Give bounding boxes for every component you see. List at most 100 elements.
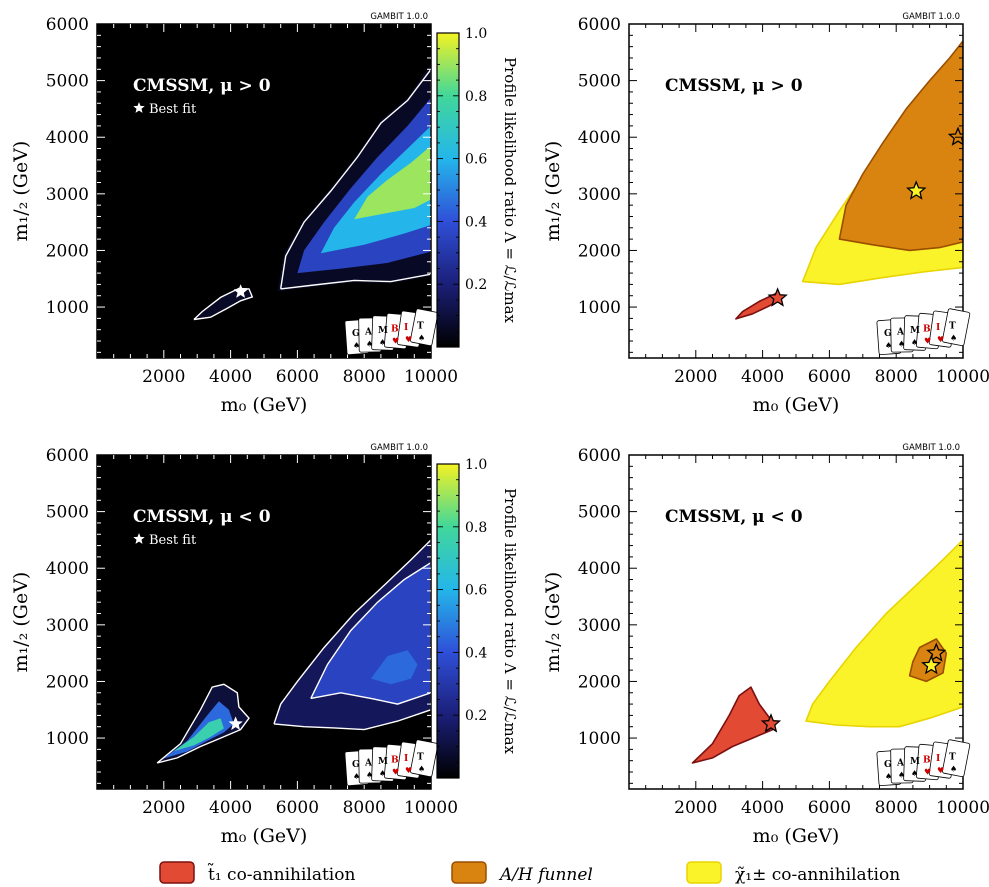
likelihood-region	[370, 650, 418, 685]
y-tick-label: 6000	[46, 15, 89, 35]
gambit-logo: G ♠ A ♠ M ♠ B ♥ I ♥ T ♠	[876, 739, 971, 786]
y-tick-label: 2000	[46, 241, 89, 261]
logo-suit: ♠	[911, 338, 918, 347]
x-axis-label: m₀ (GeV)	[221, 394, 308, 416]
best-fit-star	[233, 284, 248, 298]
x-axis-label: m₀ (GeV)	[221, 825, 308, 847]
legend-swatch-funnel	[451, 861, 487, 884]
plot-area	[193, 63, 431, 321]
y-tick-label: 1000	[578, 298, 621, 318]
logo-letter: A	[896, 759, 905, 769]
logo-suit: ♥	[924, 768, 931, 777]
best-fit-legend-label: Best fit	[149, 102, 197, 117]
logo-suit: ♥	[392, 768, 399, 777]
best-fit-legend-star	[133, 102, 145, 113]
legend-item-chargino: χ̃₁± co-annihilation	[686, 861, 900, 885]
x-tick-label: 10000	[936, 798, 989, 818]
model-annotation: CMSSM, μ > 0	[133, 76, 271, 96]
y-axis-label: m₁/₂ (GeV)	[542, 572, 564, 673]
x-axis-label: m₀ (GeV)	[753, 825, 840, 847]
colorbar-gradient	[436, 463, 460, 779]
y-tick-label: 2000	[46, 672, 89, 692]
logo-letter: B	[923, 325, 931, 335]
logo-letter: A	[364, 759, 373, 769]
logo-letter: T	[417, 322, 424, 332]
y-tick-label: 6000	[578, 15, 621, 35]
colorbar-tick-label: 1.0	[465, 457, 487, 473]
colorbar-tick-label: 0.6	[465, 583, 487, 599]
x-tick-label: 2000	[142, 367, 185, 387]
x-tick-label: 6000	[808, 798, 851, 818]
logo-card	[410, 739, 439, 778]
gambit-logo: G ♠ A ♠ M ♠ B ♥ I ♥ T ♠	[344, 308, 439, 355]
y-tick-label: 5000	[578, 503, 621, 523]
best-fit-star	[947, 126, 963, 146]
best-fit-star	[906, 180, 927, 200]
legend-swatch-stop	[159, 861, 195, 884]
logo-suit: ♠	[379, 769, 386, 778]
x-tick-label: 8000	[875, 798, 918, 818]
y-tick-label: 3000	[578, 185, 621, 205]
x-tick-label: 4000	[209, 367, 252, 387]
x-tick-label: 2000	[142, 798, 185, 818]
best-fit-star	[228, 716, 243, 731]
logo-suit: ♠	[950, 334, 957, 343]
logo-letter: M	[378, 326, 388, 336]
best-fit-star	[926, 642, 947, 662]
y-tick-label: 1000	[46, 298, 89, 318]
logo-suit: ♠	[898, 340, 905, 349]
logo-suit: ♠	[911, 769, 918, 778]
logo-suit: ♠	[950, 765, 957, 774]
panel-bottom-left: 2000 4000 6000 8000 10000 1000 2000 3000 4000 500…	[10, 443, 458, 847]
logo-letter: M	[910, 757, 920, 767]
logo-suit: ♥	[405, 766, 412, 775]
x-tick-label: 2000	[674, 798, 717, 818]
y-tick-label: 5000	[578, 72, 621, 92]
colorbar-tick-label: 0.4	[465, 214, 487, 230]
logo-letter: T	[949, 753, 956, 763]
logo-suit: ♠	[353, 772, 360, 781]
colorbar-tick-label: 0.8	[465, 520, 487, 536]
logo-letter: I	[936, 754, 940, 764]
likelihood-region	[163, 701, 234, 759]
y-tick-label: 3000	[46, 616, 89, 636]
best-fit-legend-star	[133, 533, 145, 544]
logo-suit: ♥	[937, 335, 944, 344]
logo-suit: ♥	[392, 337, 399, 346]
x-tick-label: 10000	[404, 798, 458, 818]
y-tick-label: 4000	[578, 559, 621, 579]
logo-suit: ♥	[924, 337, 931, 346]
legend-label-chargino: χ̃₁± co-annihilation	[735, 865, 900, 885]
legend-item-funnel: A/H funnel	[451, 861, 593, 885]
colorbar-tick-label: 0.8	[465, 89, 487, 105]
logo-suit: ♥	[937, 766, 944, 775]
confidence-contour	[156, 683, 250, 764]
x-tick-label: 6000	[808, 367, 851, 387]
colorbar-tick-label: 1.0	[465, 26, 487, 42]
colorbar-tick-label: 0.2	[465, 708, 487, 724]
logo-card	[942, 308, 971, 347]
x-tick-label: 10000	[404, 367, 458, 387]
logo-letter: G	[352, 760, 360, 770]
x-tick-label: 2000	[674, 367, 717, 387]
best-fit-legend-label: Best fit	[149, 533, 197, 548]
colorbar-tick-label: 0.6	[465, 152, 487, 168]
x-tick-label: 8000	[875, 367, 918, 387]
logo-letter: A	[364, 328, 373, 338]
confidence-contour	[193, 287, 254, 321]
y-tick-label: 1000	[578, 729, 621, 749]
version-tag: GAMBIT 1.0.0	[370, 443, 428, 453]
best-fit-star	[921, 654, 942, 675]
logo-letter: I	[404, 323, 408, 333]
panel-bottom-right: 2000 4000 6000 8000 10000 1000 2000 3000 4000 500…	[542, 443, 989, 847]
colorbar-tick-label: 0.2	[465, 277, 487, 293]
likelihood-region	[354, 145, 431, 220]
logo-letter: T	[417, 753, 424, 763]
logo-letter: A	[896, 328, 905, 338]
region-stop-coannihilation	[691, 686, 774, 764]
logo-letter: G	[884, 760, 892, 770]
model-annotation: CMSSM, μ < 0	[133, 507, 271, 527]
y-tick-label: 5000	[46, 503, 89, 523]
confidence-contour	[280, 68, 431, 290]
model-annotation: CMSSM, μ < 0	[665, 507, 803, 527]
